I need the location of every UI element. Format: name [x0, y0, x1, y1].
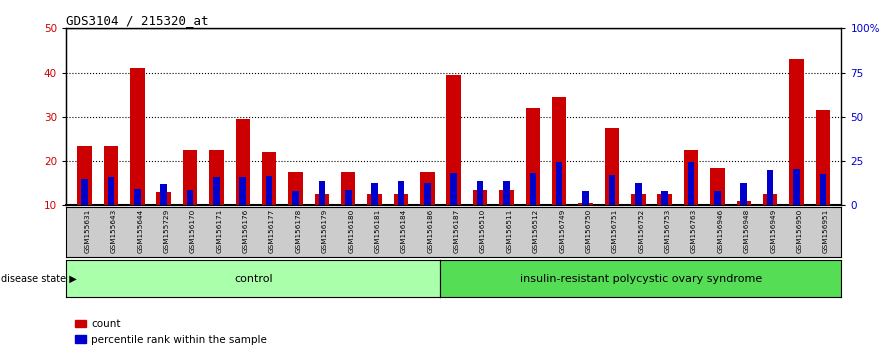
- Bar: [367, 194, 381, 205]
- Bar: [635, 183, 641, 205]
- Text: GSM156949: GSM156949: [770, 209, 776, 253]
- Text: GSM156510: GSM156510: [480, 209, 486, 253]
- Bar: [235, 119, 250, 205]
- Text: GSM156177: GSM156177: [269, 209, 275, 253]
- Bar: [582, 191, 589, 205]
- Bar: [341, 172, 356, 205]
- Bar: [209, 150, 224, 205]
- Bar: [160, 184, 167, 205]
- Bar: [397, 181, 404, 205]
- Text: GSM155643: GSM155643: [111, 209, 117, 253]
- Bar: [609, 175, 615, 205]
- Text: GSM156176: GSM156176: [243, 209, 248, 253]
- Bar: [789, 59, 803, 205]
- Bar: [315, 194, 329, 205]
- Text: GSM156752: GSM156752: [639, 209, 644, 253]
- Bar: [766, 170, 774, 205]
- Text: GSM156946: GSM156946: [717, 209, 723, 253]
- Bar: [684, 150, 699, 205]
- Text: GSM156179: GSM156179: [322, 209, 328, 253]
- Bar: [631, 194, 646, 205]
- Bar: [288, 172, 303, 205]
- Bar: [793, 169, 800, 205]
- Bar: [473, 190, 487, 205]
- Bar: [240, 177, 246, 205]
- Bar: [526, 108, 540, 205]
- Bar: [394, 194, 408, 205]
- Bar: [737, 201, 751, 205]
- Bar: [104, 145, 118, 205]
- Bar: [477, 181, 484, 205]
- Text: GSM156951: GSM156951: [823, 209, 829, 253]
- Bar: [662, 191, 668, 205]
- Text: GSM156753: GSM156753: [664, 209, 670, 253]
- Text: GSM156751: GSM156751: [612, 209, 618, 253]
- Text: GSM156187: GSM156187: [454, 209, 460, 253]
- Text: GSM156763: GSM156763: [691, 209, 697, 253]
- Text: GSM156184: GSM156184: [401, 209, 407, 253]
- Bar: [182, 150, 197, 205]
- Text: GSM156511: GSM156511: [507, 209, 513, 253]
- Bar: [319, 181, 325, 205]
- Bar: [134, 189, 141, 205]
- Bar: [187, 190, 193, 205]
- Bar: [503, 181, 510, 205]
- Bar: [657, 194, 672, 205]
- Bar: [213, 177, 219, 205]
- Text: GSM156512: GSM156512: [533, 209, 539, 253]
- Text: GSM156170: GSM156170: [190, 209, 196, 253]
- Bar: [371, 183, 378, 205]
- Bar: [556, 162, 562, 205]
- Text: GSM156749: GSM156749: [559, 209, 566, 253]
- Text: GSM156186: GSM156186: [427, 209, 433, 253]
- Bar: [157, 192, 171, 205]
- Bar: [450, 172, 457, 205]
- Text: GSM155729: GSM155729: [164, 209, 170, 253]
- Bar: [552, 97, 566, 205]
- Text: GSM156750: GSM156750: [586, 209, 591, 253]
- Bar: [741, 183, 747, 205]
- Bar: [688, 162, 694, 205]
- Bar: [500, 190, 514, 205]
- Bar: [424, 183, 431, 205]
- Bar: [266, 176, 272, 205]
- Bar: [81, 179, 88, 205]
- Bar: [604, 128, 619, 205]
- Bar: [130, 68, 144, 205]
- Bar: [262, 152, 277, 205]
- Bar: [529, 173, 537, 205]
- Bar: [107, 177, 115, 205]
- Bar: [420, 172, 434, 205]
- Text: GDS3104 / 215320_at: GDS3104 / 215320_at: [66, 14, 209, 27]
- Text: GSM156950: GSM156950: [796, 209, 803, 253]
- Bar: [578, 203, 593, 205]
- Text: GSM156180: GSM156180: [348, 209, 354, 253]
- Text: GSM155631: GSM155631: [85, 209, 91, 253]
- Bar: [763, 194, 777, 205]
- Text: disease state ▶: disease state ▶: [1, 274, 77, 284]
- Bar: [78, 145, 92, 205]
- Bar: [710, 168, 725, 205]
- Bar: [345, 190, 352, 205]
- Bar: [447, 75, 461, 205]
- Bar: [816, 110, 830, 205]
- Legend: count, percentile rank within the sample: count, percentile rank within the sample: [71, 315, 271, 349]
- Text: GSM156178: GSM156178: [295, 209, 301, 253]
- Text: control: control: [233, 274, 272, 284]
- Text: insulin-resistant polycystic ovary syndrome: insulin-resistant polycystic ovary syndr…: [520, 274, 762, 284]
- Bar: [819, 175, 826, 205]
- Text: GSM156181: GSM156181: [374, 209, 381, 253]
- Text: GSM156171: GSM156171: [217, 209, 222, 253]
- Text: GSM156948: GSM156948: [744, 209, 750, 253]
- Text: GSM155644: GSM155644: [137, 209, 144, 253]
- Bar: [714, 191, 721, 205]
- Bar: [292, 191, 299, 205]
